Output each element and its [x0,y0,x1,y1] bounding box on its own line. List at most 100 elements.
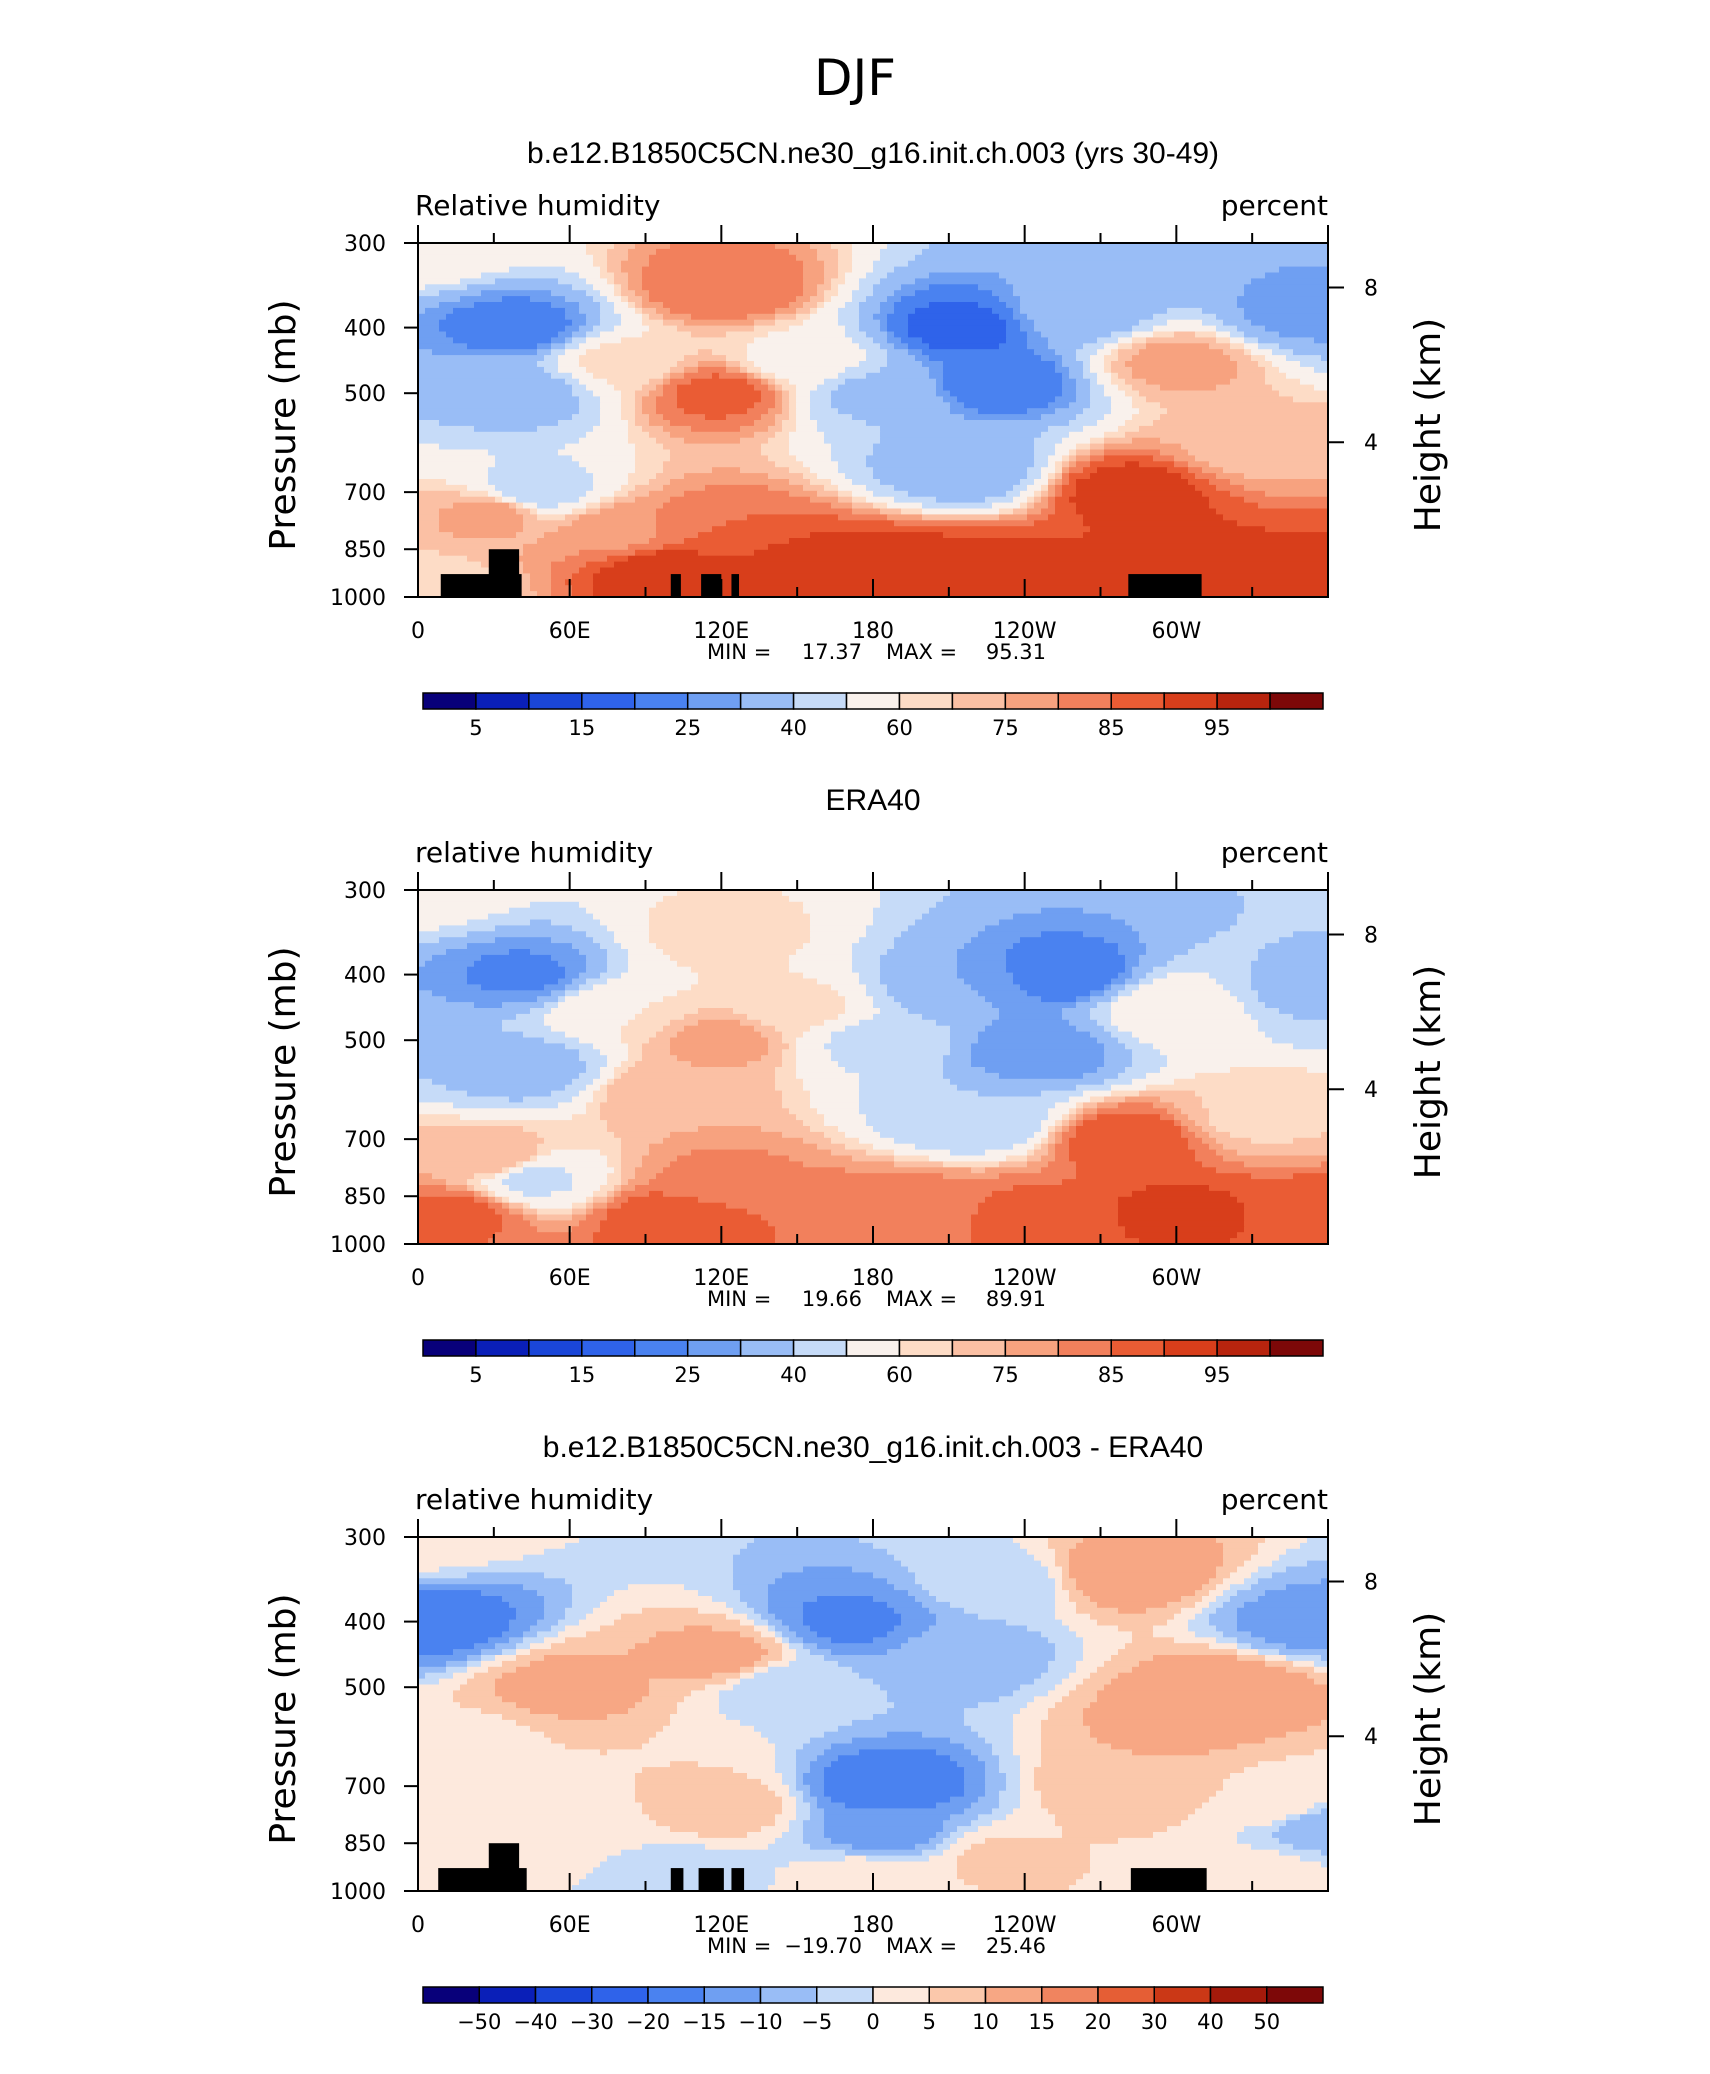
contour-cell [754,319,776,327]
contour-cell [845,302,860,309]
contour-cell [1069,420,1098,427]
contour-cell [684,1584,734,1591]
contour-cell [768,1843,811,1851]
contour-cell [1048,1114,1063,1121]
y-right-tick-label: 8 [1364,923,1378,948]
contour-cell [635,496,671,504]
contour-cell [502,1025,552,1033]
contour-cell [418,502,454,510]
contour-cell [1055,408,1084,415]
contour-cell [880,302,895,309]
contour-cell [551,1025,622,1033]
contour-cell [418,1102,454,1109]
contour-cell [656,402,678,409]
contour-cell [418,1796,636,1804]
contour-cell [467,1655,482,1662]
contour-cell [600,396,622,403]
contour-cell [1272,384,1315,392]
contour-cell [761,378,769,386]
colorbar-label: −5 [801,2010,832,2034]
contour-cell [726,1613,748,1621]
contour-cell [803,1643,818,1650]
contour-cell [642,384,657,392]
contour-cell [964,1832,1063,1839]
contour-cell [418,1696,454,1703]
contour-cell [600,1067,615,1074]
contour-cell [782,1808,797,1815]
contour-cell [635,1061,692,1068]
contour-cell [642,408,657,415]
contour-cell [1006,1773,1021,1780]
contour-cell [943,372,1063,380]
contour-cell [565,514,580,521]
contour-cell [1111,984,1126,991]
contour-cell [782,1778,797,1786]
contour-cell [964,414,1042,421]
contour-cell [481,272,580,279]
contour-cell [880,1684,1021,1691]
contour-cell [789,414,797,421]
contour-cell [656,437,685,445]
contour-cell [628,272,643,279]
contour-cell [649,1737,769,1745]
contour-cell [901,1643,1056,1650]
contour-cell [474,1185,489,1192]
contour-cell [747,343,860,350]
contour-cell [1090,473,1182,480]
contour-cell [467,1666,489,1674]
contour-cell [1076,1167,1217,1174]
contour-cell [1097,349,1112,356]
contour-cell [572,1590,615,1597]
contour-cell [768,1784,790,1792]
contour-cell [1055,467,1063,474]
contour-cell [635,1643,762,1650]
contour-cell [768,1043,790,1050]
contour-cell [1139,984,1224,991]
contour-cell [593,1043,629,1050]
max-value: 95.31 [986,640,1046,664]
contour-cell [418,937,440,944]
contour-cell [1132,366,1238,374]
contour-cell [1076,1114,1084,1121]
contour-cell [495,925,573,932]
y-tick-label: 300 [344,1526,386,1551]
contour-cell [761,1826,790,1833]
contour-cell [418,1601,510,1609]
contour-cell [1055,1102,1077,1109]
contour-cell [593,1078,608,1086]
contour-cell [1048,337,1098,344]
contour-cell [1076,1120,1084,1127]
contour-cell [586,561,615,569]
contour-cell [586,966,608,974]
contour-cell [418,1067,587,1074]
colorbar-label: 20 [1085,2010,1112,2034]
contour-cell [1125,1232,1238,1239]
contour-cell [789,396,797,403]
contour-cell [1041,496,1049,504]
contour-cell [628,425,643,433]
contour-cell [600,1114,797,1121]
contour-cell [768,473,804,480]
contour-cell [1188,1114,1210,1121]
contour-cell [824,1120,867,1127]
contour-cell [1209,1131,1231,1139]
contour-cell [887,1696,1000,1703]
contour-cell [558,361,580,368]
contour-cell [1055,502,1077,510]
contour-cell [768,1737,811,1745]
contour-cell [418,1826,671,1833]
contour-cell [488,490,503,498]
contour-cell [418,1037,545,1044]
contour-cell [1132,1749,1210,1756]
colorbar-swatch [647,1986,705,2004]
contour-cell [1160,1049,1329,1056]
contour-cell [782,1055,797,1062]
contour-cell [1069,1126,1077,1133]
contour-cell [1027,1702,1056,1709]
contour-cell [418,1560,489,1568]
contour-cell [635,408,643,415]
contour-cell [670,496,811,504]
contour-cell [950,890,1238,897]
contour-cell [810,1126,839,1133]
contour-cell [516,496,580,504]
